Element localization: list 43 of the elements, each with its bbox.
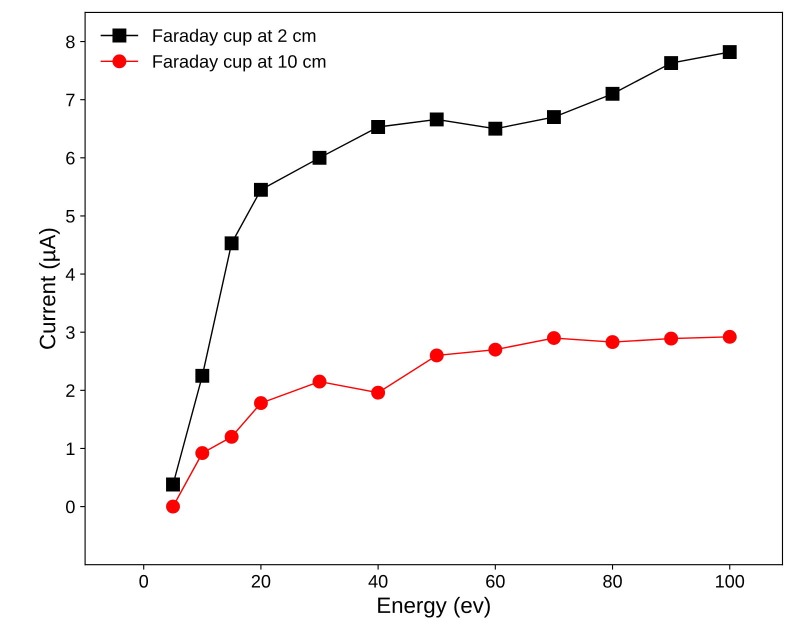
y-tick-label: 7 xyxy=(66,94,74,106)
point xyxy=(722,330,737,344)
y-axis-title: Current (µA) xyxy=(39,228,60,349)
point xyxy=(664,332,678,346)
legend-label: Faraday cup at 2 cm xyxy=(153,28,316,46)
y-tick-label: 1 xyxy=(66,442,74,455)
y-tick-label: 2 xyxy=(66,384,74,397)
y-tick-label: 8 xyxy=(66,35,75,48)
x-tick-label: 40 xyxy=(368,574,388,588)
y-tick-label: 6 xyxy=(66,152,75,165)
point xyxy=(224,430,239,444)
point xyxy=(195,446,210,460)
point xyxy=(224,236,239,250)
y-tick-label: 4 xyxy=(66,268,75,281)
legend-label: Faraday cup at 10 cm xyxy=(153,54,326,72)
point xyxy=(195,368,210,383)
point xyxy=(371,386,386,400)
point xyxy=(371,120,386,134)
point xyxy=(430,112,444,126)
point xyxy=(664,56,678,70)
point xyxy=(606,335,620,350)
point xyxy=(546,110,561,124)
y-tick-label: 5 xyxy=(66,210,75,223)
x-tick-label: 80 xyxy=(603,574,622,588)
x-tick-label: 100 xyxy=(716,574,744,588)
point xyxy=(546,331,561,345)
point xyxy=(430,348,444,362)
y-tick-label: 0 xyxy=(66,500,75,514)
point xyxy=(254,396,268,410)
point xyxy=(166,500,180,514)
point xyxy=(722,45,737,59)
point xyxy=(254,182,268,197)
x-tick-label: 0 xyxy=(139,574,148,588)
point xyxy=(166,478,180,492)
x-tick-label: 60 xyxy=(486,574,505,588)
point xyxy=(488,122,502,136)
point xyxy=(312,150,326,165)
y-tick-label: 3 xyxy=(66,326,75,339)
x-tick-label: 20 xyxy=(252,574,270,588)
point xyxy=(488,342,502,357)
point xyxy=(312,374,326,389)
point xyxy=(606,86,620,101)
x-axis-title: Energy (ev) xyxy=(378,596,490,618)
